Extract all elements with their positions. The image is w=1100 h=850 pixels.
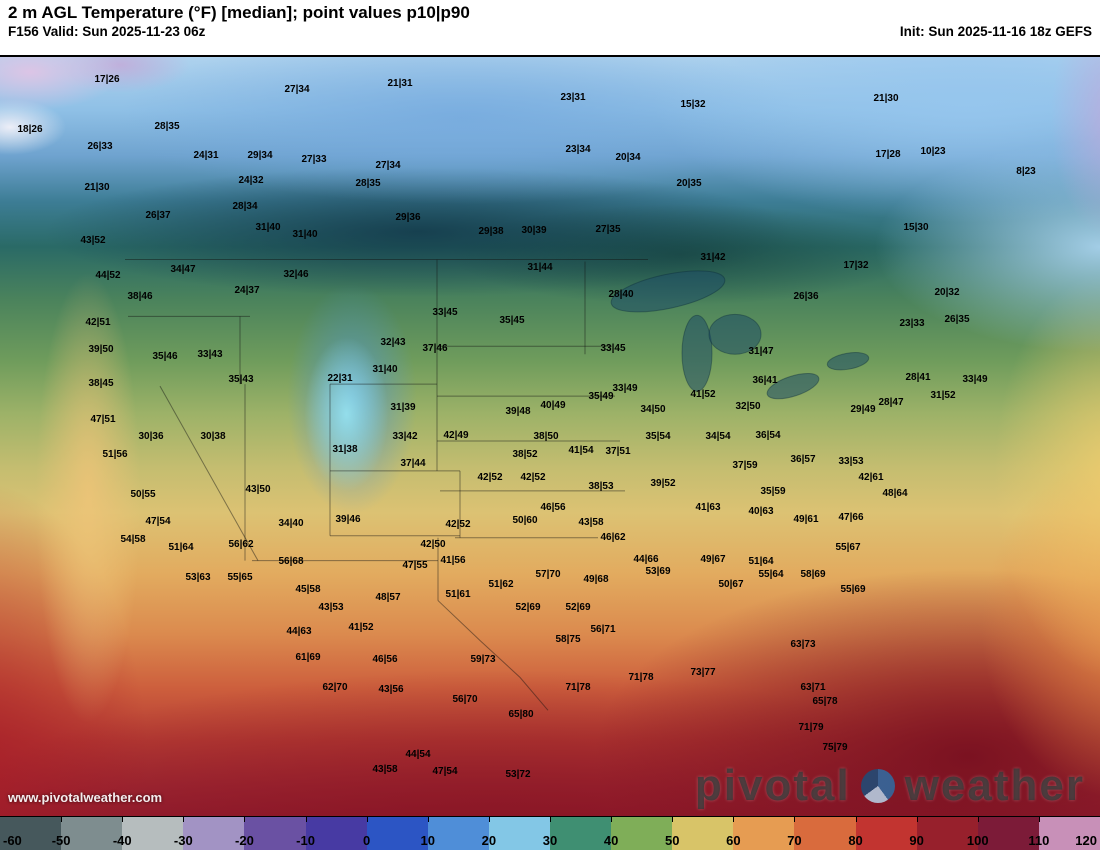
watermark-brand-first: pivotal	[694, 761, 851, 810]
colorbar-tick-mark	[611, 817, 613, 822]
colorbar-tick-mark	[977, 817, 979, 822]
colorbar-segment	[1038, 817, 1100, 850]
colorbar-tick-mark	[427, 817, 429, 822]
lake-erie	[766, 373, 820, 400]
colorbar-segment	[366, 817, 428, 850]
colorbar-tick-label: 10	[420, 833, 435, 848]
colorbar-segment	[855, 817, 917, 850]
colorbar-labels: -60 -50 -40 -30 -20 -10 0 10 20 30 40 50 60 70 80 90 100…	[0, 817, 1100, 850]
colorbar-tick-mark	[61, 817, 63, 822]
colorbar: -60 -50 -40 -30 -20 -10 0 10 20 30 40 50 60 70 80 90 100…	[0, 816, 1100, 850]
colorbar-tick-label: 50	[664, 833, 680, 848]
colorbar-gradient	[0, 817, 1100, 850]
colorbar-tick-mark	[855, 817, 857, 822]
colorbar-segment	[427, 817, 489, 850]
colorbar-tick-label: 90	[909, 833, 924, 848]
colorbar-tick-label: 0	[363, 833, 371, 848]
colorbar-tick-label: -40	[112, 833, 132, 848]
temperature-map: pivotal weather www.pivotalweather.com	[0, 55, 1100, 817]
lake-ontario	[826, 352, 870, 371]
map-title: 2 m AGL Temperature (°F) [median]; point…	[8, 3, 470, 22]
colorbar-segment	[244, 817, 306, 850]
colorbar-tick-mark	[1038, 817, 1040, 822]
header-subrow: F156 Valid: Sun 2025-11-23 06z Init: Sun…	[0, 24, 1100, 39]
colorbar-tick-label: -10	[296, 833, 315, 848]
colorbar-segment	[122, 817, 184, 850]
lake-michigan	[681, 314, 713, 392]
pivotalweather-logo-icon	[860, 769, 895, 803]
colorbar-tick-label: -20	[235, 833, 254, 848]
colorbar-segment	[61, 817, 123, 850]
colorbar-tick-label: -60	[3, 833, 22, 848]
colorbar-tick-mark	[794, 817, 796, 822]
lake-superior	[610, 270, 726, 313]
colorbar-tick-mark	[733, 817, 735, 822]
colorbar-segment	[549, 817, 612, 850]
colorbar-tick-mark	[488, 817, 490, 822]
colorbar-tick-label: 60	[726, 833, 741, 848]
colorbar-tick-label: 70	[787, 833, 802, 848]
colorbar-segment	[488, 817, 550, 850]
init-time-label: Init: Sun 2025-11-16 18z GEFS	[899, 24, 1092, 39]
colorbar-tick-mark	[916, 817, 918, 822]
colorbar-tick-mark	[244, 817, 246, 822]
site-url: www.pivotalweather.com	[8, 790, 163, 805]
colorbar-tick-mark	[550, 817, 551, 822]
colorbar-tick-mark	[672, 817, 674, 822]
state-borders-overlay	[125, 258, 870, 711]
colorbar-tick-mark	[122, 817, 124, 822]
colorbar-segment	[977, 817, 1039, 850]
colorbar-segment	[0, 817, 62, 850]
colorbar-tick-label: 20	[481, 833, 497, 848]
colorbar-tick-label: 100	[966, 833, 989, 848]
colorbar-tick-label: 80	[848, 833, 863, 848]
lake-huron	[708, 313, 762, 355]
colorbar-segment	[916, 817, 978, 850]
colorbar-tick-label: -50	[51, 833, 71, 848]
colorbar-segment	[305, 817, 367, 850]
header: 2 m AGL Temperature (°F) [median]; point…	[0, 0, 1100, 55]
colorbar-tick-label: 30	[542, 833, 558, 848]
colorbar-tick-label: 110	[1028, 833, 1050, 848]
colorbar-segment	[794, 817, 856, 850]
colorbar-tick-mark	[305, 817, 307, 822]
colorbar-tick-label: -30	[173, 833, 193, 848]
colorbar-tick-mark	[183, 817, 185, 822]
watermark: pivotal weather	[695, 761, 1085, 811]
colorbar-tick-label: 40	[603, 833, 619, 848]
colorbar-tick-mark	[366, 817, 368, 822]
watermark-brand-second: weather	[904, 761, 1085, 810]
colorbar-segment	[611, 817, 673, 850]
valid-time-label: F156 Valid: Sun 2025-11-23 06z	[8, 24, 206, 39]
colorbar-segment	[672, 817, 734, 850]
colorbar-segment	[733, 817, 795, 850]
colorbar-segment	[183, 817, 245, 850]
colorbar-tick-label: 120	[1075, 833, 1097, 848]
